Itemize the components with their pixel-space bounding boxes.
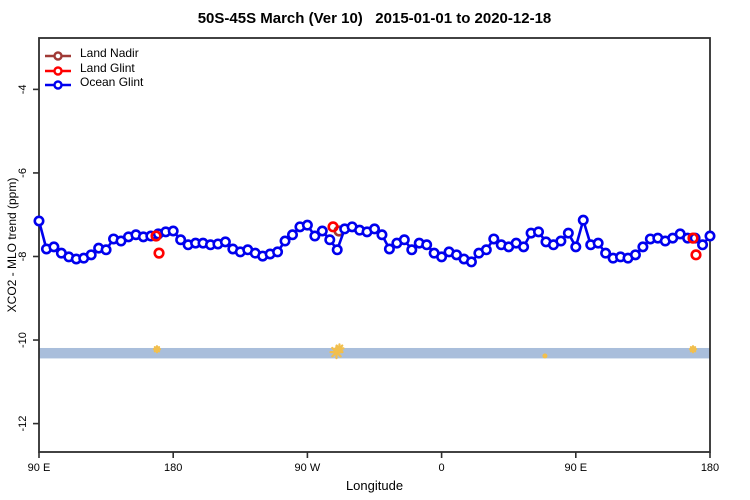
x-axis-title: Longitude [345, 478, 404, 493]
ocean-glint-point [488, 233, 500, 245]
ocean-glint-point [465, 256, 477, 268]
ocean-glint-point [592, 237, 604, 249]
orange-asterisk-mark [153, 346, 161, 353]
ocean-glint-marker-icon-glyph [45, 80, 71, 90]
ocean-glint-point [33, 215, 45, 227]
ocean-glint-point [406, 244, 418, 256]
y-tick-label: -12 [17, 416, 29, 432]
ocean-glint-point [331, 244, 343, 256]
legend-label-land-glint: Land Glint [80, 60, 135, 75]
ocean-glint-point [577, 214, 589, 226]
ocean-glint-point [167, 225, 179, 237]
land-nadir-marker-icon [45, 48, 71, 61]
plot-box [38, 37, 711, 453]
ocean-glint-point [480, 244, 492, 256]
ocean-glint-point [697, 239, 709, 251]
land-glint-point [690, 249, 702, 261]
ocean-glint-point [533, 226, 545, 238]
legend: Land Nadir Land Glint Ocean Glint [45, 46, 143, 90]
ocean-glint-point [301, 219, 313, 231]
y-tick-label: -6 [17, 168, 29, 178]
legend-row-land-nadir: Land Nadir [45, 46, 143, 61]
ocean-glint-point [368, 223, 380, 235]
ocean-glint-point [629, 249, 641, 261]
ocean-glint-point [279, 235, 291, 247]
ocean-glint-point [383, 243, 395, 255]
land-nadir-marker-icon-glyph [45, 51, 71, 61]
ocean-glint-point [175, 234, 187, 246]
ocean-glint-point [555, 235, 567, 247]
ocean-glint-point [600, 247, 612, 259]
x-tick-label: 180 [701, 462, 719, 474]
chart-title: 50S-45S March (Ver 10) 2015-01-01 to 202… [197, 10, 552, 27]
x-tick-label: 90 E [28, 462, 51, 474]
ocean-glint-point [272, 246, 284, 258]
ocean-glint-point [286, 229, 298, 241]
ocean-glint-point [704, 230, 716, 242]
orange-asterisk-mark [335, 344, 344, 353]
ocean-glint-point [309, 230, 321, 242]
land-glint-point [687, 232, 699, 244]
ocean-glint-point [570, 241, 582, 253]
land-glint-point [153, 247, 165, 259]
ocean-glint-point [85, 249, 97, 261]
x-tick-label: 0 [439, 462, 445, 474]
ocean-glint-point [100, 244, 112, 256]
ocean-glint-marker-icon [45, 77, 71, 90]
ocean-glint-point [436, 251, 448, 263]
ocean-glint-point [376, 229, 388, 241]
ocean-glint-point [518, 241, 530, 253]
x-tick-label: 180 [164, 462, 182, 474]
land-glint-point [150, 230, 162, 242]
ocean-glint-point [316, 225, 328, 237]
land-glint-marker-icon [45, 63, 71, 76]
orange-asterisk-mark [542, 353, 548, 359]
ocean-glint-point [324, 234, 336, 246]
legend-label-land-nadir: Land Nadir [80, 46, 139, 61]
land-glint-point [327, 221, 339, 233]
highlight-band [39, 347, 710, 359]
ocean-glint-point [48, 241, 60, 253]
ocean-glint-point [637, 241, 649, 253]
y-tick-label: -4 [17, 84, 29, 94]
land-glint-marker-icon-glyph [45, 66, 71, 76]
legend-label-ocean-glint: Ocean Glint [80, 75, 144, 90]
y-axis-title: XCO2 - MLO trend (ppm) [5, 177, 19, 313]
orange-asterisk-mark [689, 346, 697, 353]
ocean-glint-point [398, 234, 410, 246]
ocean-glint-point [219, 236, 231, 248]
x-tick-label: 90 E [564, 462, 587, 474]
ocean-glint-point [421, 239, 433, 251]
x-tick-label: 90 W [295, 462, 321, 474]
y-tick-label: -10 [17, 332, 29, 348]
y-tick-label: -8 [17, 252, 29, 262]
legend-row-ocean-glint: Ocean Glint [45, 75, 143, 90]
legend-row-land-glint: Land Glint [45, 61, 143, 76]
ocean-glint-point [562, 227, 574, 239]
